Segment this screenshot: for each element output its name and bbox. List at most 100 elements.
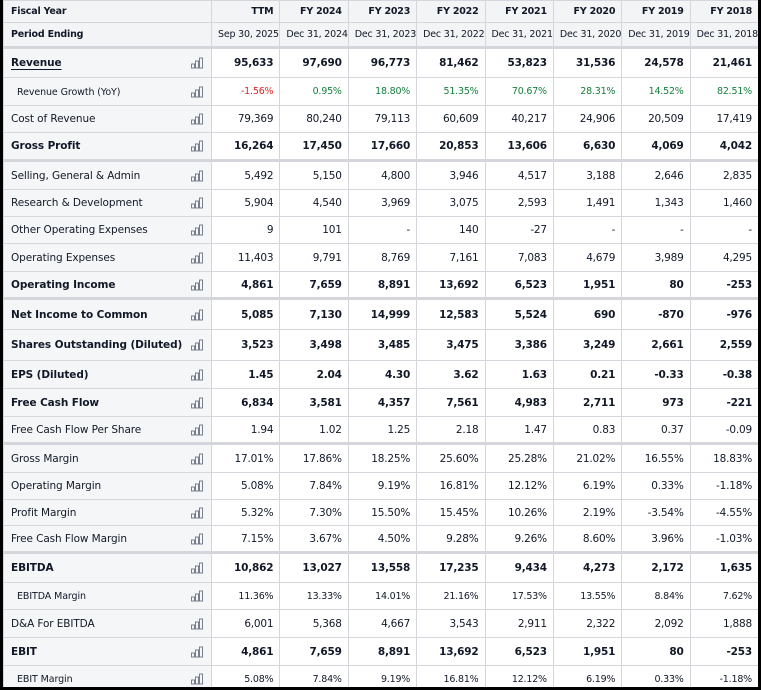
value-cell: -1.18% <box>689 665 758 687</box>
value-cell: 7.62% <box>689 582 758 610</box>
row-label: Other Operating Expenses <box>11 224 148 236</box>
value-cell: 17,419 <box>689 105 758 133</box>
bar-chart-icon[interactable] <box>191 224 203 236</box>
table-row-operating-margin: Operating Margin 5.08% 7.84% 9.19% 16.81% 12.… <box>3 472 758 500</box>
row-label-cell: Gross Profit <box>3 132 212 161</box>
bar-chart-icon[interactable] <box>191 170 203 181</box>
bar-chart-icon[interactable] <box>191 480 203 492</box>
bar-chart-icon[interactable] <box>191 533 203 544</box>
value-cell: 0.33% <box>621 665 691 687</box>
value-cell: 20,509 <box>621 105 691 133</box>
row-label: Gross Profit <box>11 140 81 152</box>
fiscal-year-row: Fiscal Year TTM FY 2024 FY 2023 FY 2022 … <box>3 0 758 23</box>
value-cell: 9,791 <box>279 243 349 272</box>
value-cell: 3,249 <box>552 329 623 361</box>
value-cell: 4,273 <box>552 551 623 583</box>
period-ending-label: Period Ending <box>3 22 212 48</box>
value-cell: 7.30% <box>279 499 349 526</box>
value-cell: 20,853 <box>416 132 486 161</box>
value-cell: 17.86% <box>279 442 349 473</box>
bar-chart-icon[interactable] <box>191 197 203 209</box>
bar-chart-icon[interactable] <box>191 453 203 464</box>
row-label: Revenue Growth (YoY) <box>17 86 121 98</box>
value-cell: 2,593 <box>484 189 554 217</box>
bar-chart-icon[interactable] <box>191 140 203 152</box>
value-cell: 7.84% <box>279 472 349 500</box>
value-cell: 4,861 <box>210 637 281 666</box>
value-cell: 81,462 <box>416 46 486 78</box>
row-label: EBITDA <box>11 562 54 574</box>
table-row-free-cash-flow: Free Cash Flow 6,834 3,581 4,357 7,561 4,983 2… <box>3 388 758 417</box>
table-row-ebit: EBIT 4,861 7,659 8,891 13,692 6,523 1,951 80 -25… <box>3 637 758 666</box>
bar-chart-icon[interactable] <box>191 252 203 263</box>
bar-chart-icon[interactable] <box>191 424 203 435</box>
value-cell: 2,092 <box>621 609 691 638</box>
value-cell: 8,891 <box>347 637 418 666</box>
value-cell: 12.12% <box>484 472 554 500</box>
row-label-cell: EBIT Margin <box>3 665 212 687</box>
bar-chart-icon[interactable] <box>191 369 203 380</box>
value-cell: 8.60% <box>552 525 623 553</box>
value-cell: 13,606 <box>484 132 554 161</box>
value-cell: 31,536 <box>552 46 623 78</box>
revenue-link[interactable]: Revenue <box>11 57 62 69</box>
table-row-operating-income: Operating Income 4,861 7,659 8,891 13,692 6,5… <box>3 271 758 299</box>
period-ending-row: Period Ending Sep 30, 2025 Dec 31, 2024 … <box>3 22 758 48</box>
row-label-cell: Research & Development <box>3 189 212 217</box>
row-label-cell: Operating Margin <box>3 472 212 500</box>
value-cell: 3,581 <box>279 388 349 417</box>
table-row-gross-profit: Gross Profit 16,264 17,450 17,660 20,853 13,6… <box>3 132 758 161</box>
value-cell: 96,773 <box>347 46 418 78</box>
bar-chart-icon[interactable] <box>191 590 203 602</box>
bar-chart-icon[interactable] <box>191 86 203 97</box>
bar-chart-icon[interactable] <box>191 113 203 125</box>
column-period: Dec 31, 2020 <box>552 22 623 48</box>
value-cell: 97,690 <box>279 46 349 78</box>
column-year: FY 2023 <box>347 0 418 23</box>
bar-chart-icon[interactable] <box>191 57 203 69</box>
value-cell: 21,461 <box>689 46 758 78</box>
value-cell: 9.19% <box>347 472 418 500</box>
bar-chart-icon[interactable] <box>191 397 203 408</box>
table-row-research-development: Research & Development 5,904 4,540 3,969 3,0… <box>3 189 758 217</box>
row-label: EBITDA Margin <box>17 591 86 602</box>
value-cell: 1,951 <box>552 637 623 666</box>
value-cell: 40,217 <box>484 105 554 133</box>
bar-chart-icon[interactable] <box>191 339 203 351</box>
value-cell: 973 <box>621 388 691 417</box>
column-period: Dec 31, 2023 <box>347 22 418 48</box>
value-cell: - <box>689 216 758 244</box>
value-cell: 16,264 <box>210 132 281 161</box>
value-cell: 79,113 <box>347 105 418 133</box>
value-cell: -1.18% <box>689 472 758 500</box>
row-label-cell: D&A For EBITDA <box>3 609 212 638</box>
bar-chart-icon[interactable] <box>191 279 203 290</box>
bar-chart-icon[interactable] <box>191 618 203 629</box>
value-cell: 12.12% <box>484 665 554 687</box>
value-cell: 2.04 <box>279 360 349 389</box>
value-cell: 4,861 <box>210 271 281 299</box>
table-row-da-for-ebitda: D&A For EBITDA 6,001 5,368 4,667 3,543 2,911 2… <box>3 609 758 638</box>
value-cell: 4.50% <box>347 525 418 553</box>
value-cell: 3,075 <box>416 189 486 217</box>
value-cell: 10.26% <box>484 499 554 526</box>
value-cell: -870 <box>621 297 691 330</box>
value-cell: -253 <box>689 271 758 299</box>
value-cell: 9 <box>210 216 281 244</box>
bar-chart-icon[interactable] <box>191 309 203 320</box>
row-label: Free Cash Flow Margin <box>11 532 127 545</box>
value-cell: 3,386 <box>484 329 554 361</box>
value-cell: 7.15% <box>210 525 281 553</box>
bar-chart-icon[interactable] <box>191 673 203 685</box>
bar-chart-icon[interactable] <box>191 646 203 657</box>
bar-chart-icon[interactable] <box>191 507 203 518</box>
value-cell: 4,357 <box>347 388 418 417</box>
value-cell: -0.38 <box>689 360 758 389</box>
value-cell: 9.28% <box>416 525 486 553</box>
row-label-cell: Cost of Revenue <box>3 105 212 133</box>
table-body: Revenue 95,633 97,690 96,773 81,462 53,823 31,… <box>3 46 758 687</box>
value-cell: 6,001 <box>210 609 281 638</box>
bar-chart-icon[interactable] <box>191 562 203 574</box>
value-cell: 13.55% <box>552 582 623 610</box>
column-year: FY 2018 <box>689 0 758 23</box>
